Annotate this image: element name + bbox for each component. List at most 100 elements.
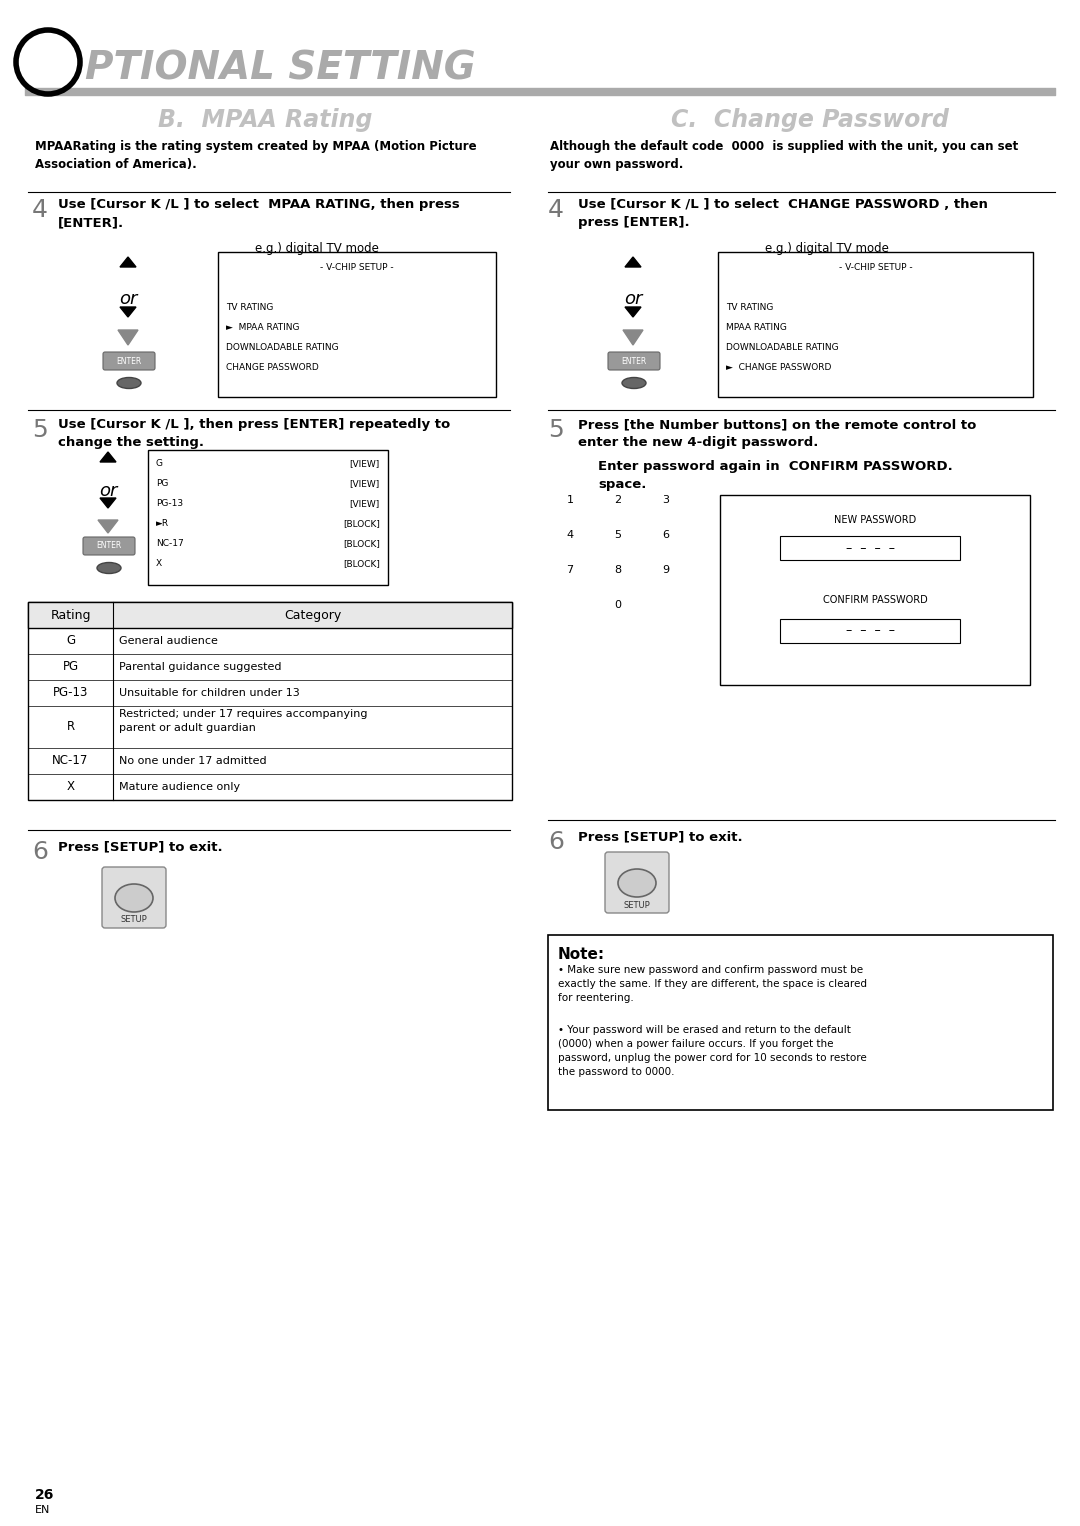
Text: CONFIRM PASSWORD: CONFIRM PASSWORD xyxy=(823,595,928,604)
Text: 1: 1 xyxy=(567,494,573,505)
Text: SETUP: SETUP xyxy=(623,900,650,909)
Text: MPAARating is the rating system created by MPAA (Motion Picture
Association of A: MPAARating is the rating system created … xyxy=(35,140,476,171)
Text: - V-CHIP SETUP -: - V-CHIP SETUP - xyxy=(320,264,394,273)
FancyBboxPatch shape xyxy=(608,353,660,369)
FancyBboxPatch shape xyxy=(83,537,135,555)
Text: R: R xyxy=(67,720,75,734)
Polygon shape xyxy=(625,307,642,317)
Bar xyxy=(218,252,496,397)
Text: Restricted; under 17 requires accompanying: Restricted; under 17 requires accompanyi… xyxy=(119,710,367,719)
Text: Use [Cursor K /L ] to select  CHANGE PASSWORD , then
press [ENTER].: Use [Cursor K /L ] to select CHANGE PASS… xyxy=(578,198,988,229)
Text: 2: 2 xyxy=(615,494,622,505)
Text: EN: EN xyxy=(35,1505,51,1515)
FancyBboxPatch shape xyxy=(605,852,669,913)
Text: CHANGE PASSWORD: CHANGE PASSWORD xyxy=(226,363,319,372)
Text: space.: space. xyxy=(598,478,646,491)
Text: or: or xyxy=(624,290,643,308)
Text: ►  CHANGE PASSWORD: ► CHANGE PASSWORD xyxy=(726,363,832,372)
Bar xyxy=(718,252,1032,397)
Text: Mature audience only: Mature audience only xyxy=(119,781,240,792)
Text: 8: 8 xyxy=(615,565,622,575)
Text: PG: PG xyxy=(63,661,79,673)
Text: C.  Change Password: C. Change Password xyxy=(671,108,949,133)
Text: 4: 4 xyxy=(566,530,573,540)
Text: Rating: Rating xyxy=(51,609,91,621)
Text: ►R: ►R xyxy=(156,519,170,528)
Text: Press [the Number buttons] on the remote control to
enter the new 4-digit passwo: Press [the Number buttons] on the remote… xyxy=(578,418,976,449)
Text: B.  MPAA Rating: B. MPAA Rating xyxy=(158,108,373,133)
Text: DOWNLOADABLE RATING: DOWNLOADABLE RATING xyxy=(726,343,839,353)
Text: [VIEW]: [VIEW] xyxy=(350,459,380,468)
Text: 5: 5 xyxy=(32,418,48,443)
Bar xyxy=(28,601,512,800)
Text: e.g.) digital TV mode: e.g.) digital TV mode xyxy=(765,243,889,255)
Polygon shape xyxy=(100,452,116,462)
Text: Parental guidance suggested: Parental guidance suggested xyxy=(119,662,282,671)
Text: [VIEW]: [VIEW] xyxy=(350,499,380,508)
Text: ENTER: ENTER xyxy=(621,357,647,366)
Text: 7: 7 xyxy=(566,565,573,575)
Text: Category: Category xyxy=(284,609,341,621)
Text: 5: 5 xyxy=(548,418,564,443)
Text: • Your password will be erased and return to the default
(0000) when a power fai: • Your password will be erased and retur… xyxy=(558,1025,867,1077)
Polygon shape xyxy=(100,497,116,508)
Bar xyxy=(28,601,512,629)
Text: G: G xyxy=(156,459,163,468)
Text: PG-13: PG-13 xyxy=(53,687,89,699)
Text: e.g.) digital TV mode: e.g.) digital TV mode xyxy=(255,243,379,255)
Text: or: or xyxy=(98,482,118,501)
Text: 3: 3 xyxy=(662,494,670,505)
Text: TV RATING: TV RATING xyxy=(726,304,773,313)
Text: Press [SETUP] to exit.: Press [SETUP] to exit. xyxy=(578,830,743,842)
Text: Although the default code  0000  is supplied with the unit, you can set
your own: Although the default code 0000 is suppli… xyxy=(550,140,1018,171)
Ellipse shape xyxy=(618,868,656,897)
Text: General audience: General audience xyxy=(119,636,218,645)
Text: 6: 6 xyxy=(32,839,48,864)
Text: 0: 0 xyxy=(615,600,621,610)
Text: 6: 6 xyxy=(548,830,564,855)
Text: NC-17: NC-17 xyxy=(156,540,184,548)
Polygon shape xyxy=(118,330,138,345)
FancyBboxPatch shape xyxy=(103,353,156,369)
Text: 4: 4 xyxy=(548,198,564,221)
Ellipse shape xyxy=(622,377,646,389)
Bar xyxy=(780,536,960,560)
Text: TV RATING: TV RATING xyxy=(226,304,273,313)
Polygon shape xyxy=(120,307,136,317)
Bar xyxy=(148,450,388,584)
Polygon shape xyxy=(625,256,642,267)
Text: ENTER: ENTER xyxy=(117,357,141,366)
Text: Note:: Note: xyxy=(558,948,605,961)
Text: 5: 5 xyxy=(615,530,621,540)
Text: 4: 4 xyxy=(32,198,48,221)
Text: 26: 26 xyxy=(35,1488,54,1502)
Text: ENTER: ENTER xyxy=(96,542,122,551)
Bar xyxy=(780,620,960,642)
Text: [VIEW]: [VIEW] xyxy=(350,479,380,488)
Text: Unsuitable for children under 13: Unsuitable for children under 13 xyxy=(119,688,300,697)
Text: 9: 9 xyxy=(662,565,670,575)
Text: DOWNLOADABLE RATING: DOWNLOADABLE RATING xyxy=(226,343,339,353)
Bar xyxy=(548,935,1053,1109)
Text: • Make sure new password and confirm password must be
exactly the same. If they : • Make sure new password and confirm pas… xyxy=(558,964,867,1003)
Ellipse shape xyxy=(117,377,141,389)
Text: PG-13: PG-13 xyxy=(156,499,184,508)
Text: or: or xyxy=(119,290,137,308)
Polygon shape xyxy=(623,330,643,345)
Text: NC-17: NC-17 xyxy=(52,754,89,768)
Text: SETUP: SETUP xyxy=(121,916,147,925)
Text: [BLOCK]: [BLOCK] xyxy=(343,519,380,528)
Text: –  –  –  –: – – – – xyxy=(846,542,894,554)
Text: X: X xyxy=(67,780,75,794)
Text: PTIONAL SETTING: PTIONAL SETTING xyxy=(85,49,475,87)
Text: MPAA RATING: MPAA RATING xyxy=(726,324,787,333)
Text: X: X xyxy=(156,560,162,569)
Polygon shape xyxy=(98,520,118,533)
Polygon shape xyxy=(120,256,136,267)
Ellipse shape xyxy=(97,563,121,574)
Text: G: G xyxy=(66,635,76,647)
Text: 6: 6 xyxy=(662,530,670,540)
Text: - V-CHIP SETUP -: - V-CHIP SETUP - xyxy=(839,264,913,273)
FancyBboxPatch shape xyxy=(102,867,166,928)
Text: PG: PG xyxy=(156,479,168,488)
